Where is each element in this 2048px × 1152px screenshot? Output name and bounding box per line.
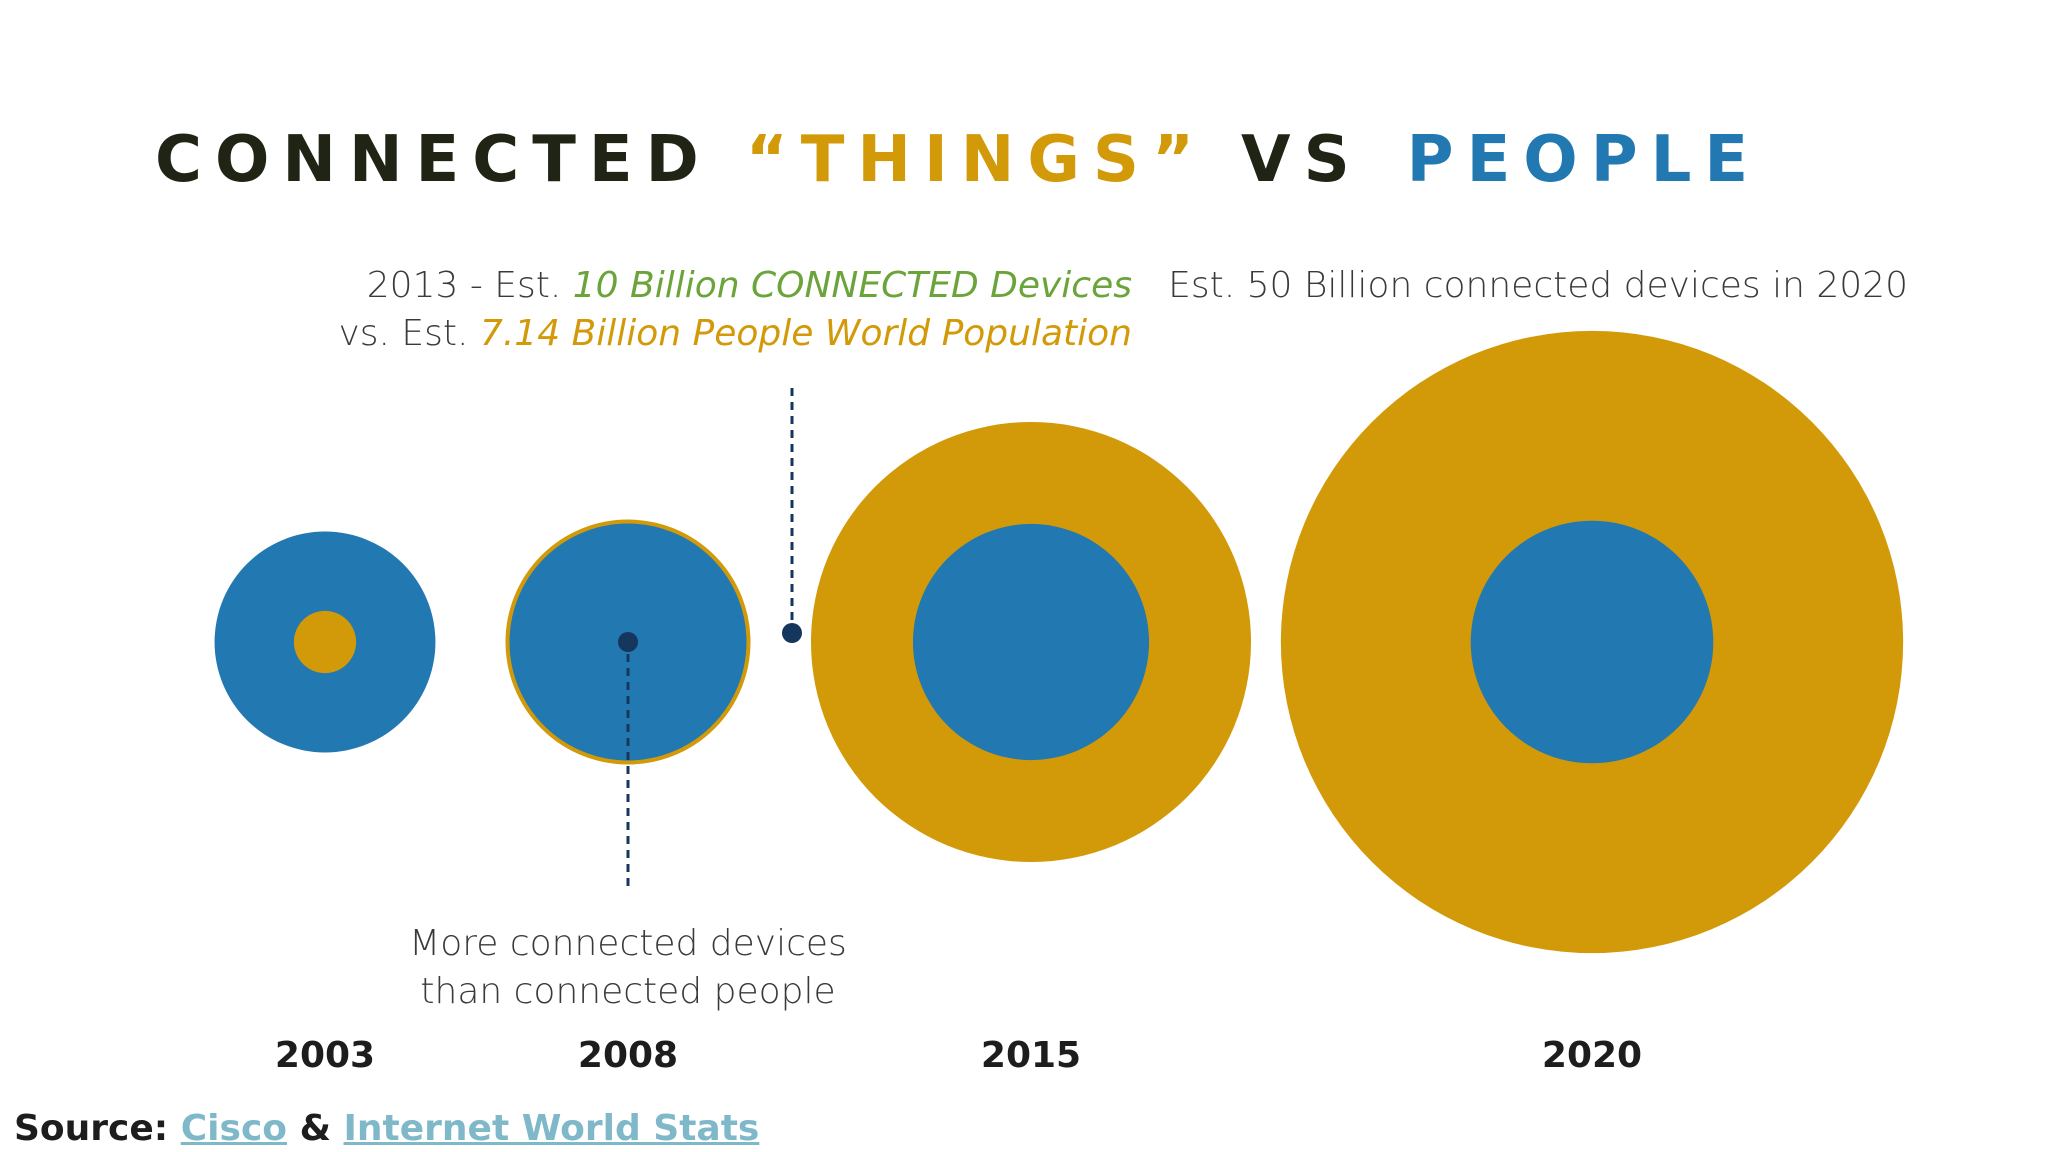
annotation-2013: 2013 - Est. 10 Billion CONNECTED Devices… [338, 262, 1132, 358]
title-connected: CONNECTED [155, 123, 712, 197]
bubble-inner-2003 [293, 610, 357, 674]
internet-world-stats-link[interactable]: Internet World Stats [343, 1108, 760, 1149]
bubble-inner-2020 [1470, 520, 1714, 764]
annotation-2013-prefix: 2013 - Est. [366, 265, 573, 306]
bubble-group [214, 330, 1904, 954]
year-label-2008: 2008 [577, 1035, 679, 1076]
cisco-link[interactable]: Cisco [180, 1108, 288, 1149]
source-ampersand: & [299, 1108, 331, 1149]
year-label-2020: 2020 [1541, 1035, 1643, 1076]
source-label: Source: [14, 1108, 169, 1149]
bubble-inner-2015 [912, 523, 1150, 761]
annotation-2013-population: 7.14 Billion People World Population [479, 313, 1132, 354]
callout-group [626, 388, 802, 888]
chart-title: CONNECTED “THINGS” VS PEOPLE [155, 128, 1761, 192]
title-people: PEOPLE [1406, 123, 1762, 197]
annotation-2013-vs: vs. Est. [338, 313, 480, 354]
year-label-2003: 2003 [274, 1035, 376, 1076]
title-things: “THINGS” [745, 123, 1208, 197]
title-vs: VS [1241, 123, 1363, 197]
year-label-2015: 2015 [980, 1035, 1082, 1076]
source-line: Source: Cisco & Internet World Stats [14, 1108, 759, 1149]
callout-dot-2013 [782, 623, 802, 643]
annotation-2013-devices: 10 Billion CONNECTED Devices [572, 265, 1132, 306]
annotation-more-line1: More connected devices [409, 923, 847, 964]
annotation-2020: Est. 50 Billion connected devices in 202… [1168, 265, 1908, 306]
annotation-more-line2: than connected people [420, 971, 836, 1012]
